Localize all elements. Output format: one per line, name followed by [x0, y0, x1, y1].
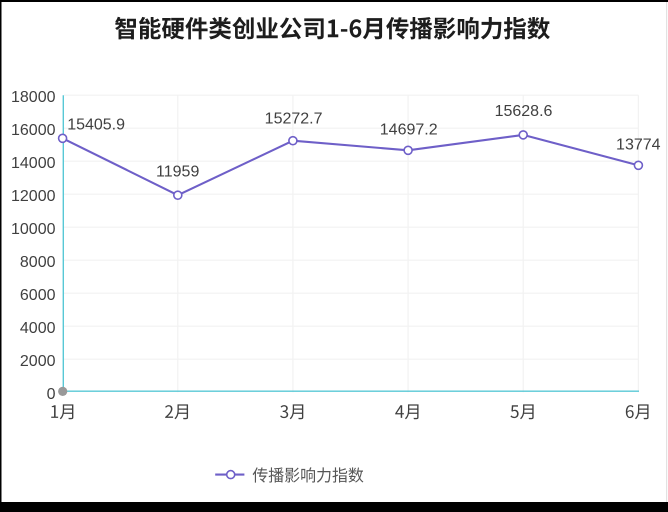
svg-text:14000: 14000 — [11, 155, 56, 172]
svg-text:15628.6: 15628.6 — [495, 103, 553, 120]
svg-text:15405.9: 15405.9 — [67, 117, 125, 134]
svg-text:14697.2: 14697.2 — [380, 121, 438, 138]
svg-text:10000: 10000 — [11, 221, 56, 238]
svg-text:11959: 11959 — [156, 164, 199, 181]
svg-text:0: 0 — [47, 386, 56, 403]
svg-text:16000: 16000 — [11, 122, 56, 139]
svg-text:13774: 13774 — [616, 137, 661, 154]
svg-text:4000: 4000 — [20, 320, 56, 337]
svg-text:8000: 8000 — [20, 254, 56, 271]
svg-text:2000: 2000 — [20, 353, 56, 370]
svg-text:12000: 12000 — [11, 188, 56, 205]
svg-text:18000: 18000 — [11, 89, 56, 106]
svg-text:15272.7: 15272.7 — [265, 110, 323, 127]
svg-text:6000: 6000 — [20, 287, 56, 304]
